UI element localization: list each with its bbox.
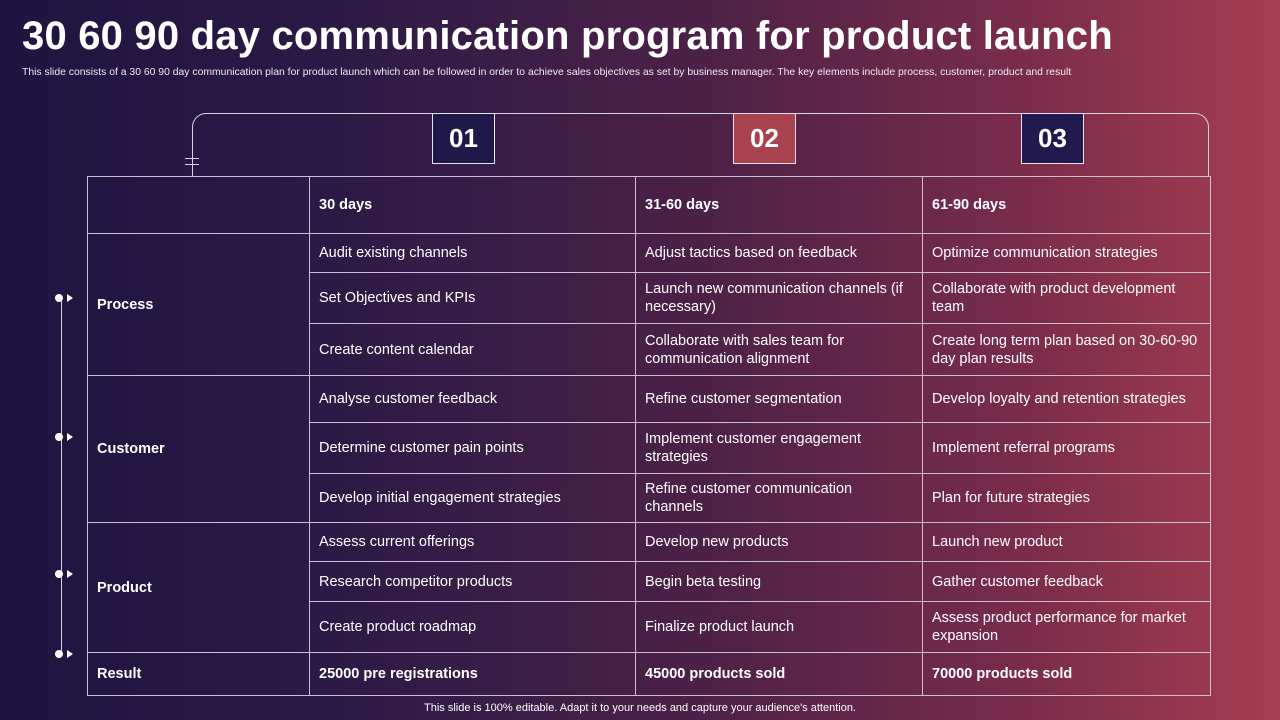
table-cell: Plan for future strategies	[922, 473, 1211, 523]
table-cell: Assess current offerings	[309, 522, 636, 562]
slide-footer: This slide is 100% editable. Adapt it to…	[424, 702, 856, 714]
result-30-days: 25000 pre registrations	[309, 652, 636, 696]
table-cell: Research competitor products	[309, 561, 636, 602]
table-cell: Set Objectives and KPIs	[309, 272, 636, 324]
communication-plan-table: 30 days 31-60 days 61-90 days Process Au…	[87, 176, 1211, 696]
ground-symbol	[185, 158, 199, 165]
category-customer: Customer	[87, 375, 310, 523]
table-cell: Adjust tactics based on feedback	[635, 233, 923, 273]
category-result: Result	[87, 652, 310, 696]
header-cell-31-60-days: 31-60 days	[635, 176, 923, 234]
table-cell: Analyse customer feedback	[309, 375, 636, 423]
table-cell: Optimize communication strategies	[922, 233, 1211, 273]
table-cell: Collaborate with product development tea…	[922, 272, 1211, 324]
arrow-right-icon	[67, 650, 73, 658]
dot-icon	[55, 650, 63, 658]
table-cell: Finalize product launch	[635, 601, 923, 653]
table-cell: Determine customer pain points	[309, 422, 636, 474]
table-cell: Launch new communication channels (if ne…	[635, 272, 923, 324]
table-header-row: 30 days 31-60 days 61-90 days	[87, 176, 1211, 234]
table-cell: Collaborate with sales team for communic…	[635, 323, 923, 376]
table-cell: Gather customer feedback	[922, 561, 1211, 602]
result-61-90-days: 70000 products sold	[922, 652, 1211, 696]
step-box-02: 02	[733, 113, 796, 164]
table-row: Customer Analyse customer feedback Refin…	[87, 375, 1211, 523]
table-row: Product Assess current offerings Develop…	[87, 522, 1211, 653]
dot-icon	[55, 294, 63, 302]
table-cell: Develop new products	[635, 522, 923, 562]
arrow-right-icon	[67, 433, 73, 441]
table-cell: Create product roadmap	[309, 601, 636, 653]
table-row: Research competitor products Begin beta …	[88, 561, 1211, 602]
table-cell: Develop loyalty and retention strategies	[922, 375, 1211, 423]
slide-title: 30 60 90 day communication program for p…	[22, 14, 1113, 58]
result-row: Result 25000 pre registrations 45000 pro…	[87, 652, 1211, 696]
header-cell-30-days: 30 days	[309, 176, 636, 234]
table-cell: Begin beta testing	[635, 561, 923, 602]
category-product: Product	[87, 522, 310, 653]
table-cell: Refine customer segmentation	[635, 375, 923, 423]
timeline-node-customer	[55, 431, 75, 443]
slide-subtitle: This slide consists of a 30 60 90 day co…	[22, 67, 1072, 78]
step-box-03: 03	[1021, 113, 1084, 164]
table-cell: Create content calendar	[309, 323, 636, 376]
category-process: Process	[87, 233, 310, 376]
table-cell: Assess product performance for market ex…	[922, 601, 1211, 653]
table-cell: Implement referral programs	[922, 422, 1211, 474]
table-cell: Develop initial engagement strategies	[309, 473, 636, 523]
result-31-60-days: 45000 products sold	[635, 652, 923, 696]
timeline-line	[61, 297, 62, 654]
dot-icon	[55, 570, 63, 578]
connector-bracket	[192, 113, 1209, 177]
arrow-right-icon	[67, 570, 73, 578]
table-row: Create product roadmap Finalize product …	[88, 601, 1211, 653]
table-cell: Audit existing channels	[309, 233, 636, 273]
dot-icon	[55, 433, 63, 441]
table-row: Process Audit existing channels Adjust t…	[87, 233, 1211, 376]
table-cell: Refine customer communication channels	[635, 473, 923, 523]
timeline-node-result	[55, 648, 75, 660]
arrow-right-icon	[67, 294, 73, 302]
table-cell: Launch new product	[922, 522, 1211, 562]
header-cell-61-90-days: 61-90 days	[922, 176, 1211, 234]
step-box-01: 01	[432, 113, 495, 164]
table-cell: Create long term plan based on 30-60-90 …	[922, 323, 1211, 376]
header-cell-empty	[87, 176, 310, 234]
table-row: Set Objectives and KPIs Launch new commu…	[88, 272, 1211, 324]
table-cell: Implement customer engagement strategies	[635, 422, 923, 474]
timeline-node-process	[55, 292, 75, 304]
table-row: Create content calendar Collaborate with…	[88, 323, 1211, 376]
timeline-node-product	[55, 568, 75, 580]
